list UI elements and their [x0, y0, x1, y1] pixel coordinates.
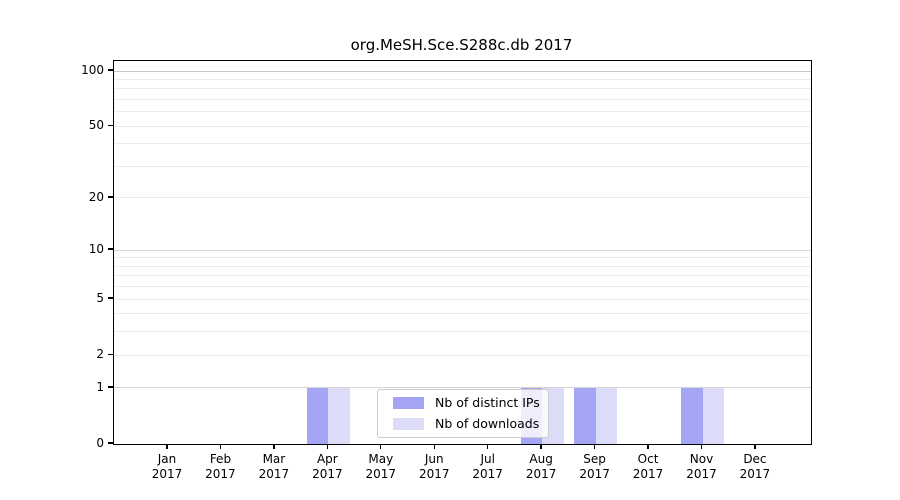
x-tick-label: Aug 2017 — [525, 452, 557, 481]
x-tick-mark — [326, 444, 329, 449]
gridline-major — [114, 387, 811, 389]
gridline-major — [114, 70, 811, 72]
x-tick-mark — [754, 444, 756, 449]
x-tick-mark — [540, 444, 542, 449]
x-tick-mark — [380, 444, 382, 449]
y-tick-label: 2 — [96, 347, 104, 362]
legend-item-downloads: Nb of downloads — [393, 416, 540, 432]
gridline-minor — [114, 275, 811, 277]
x-tick-label: Oct 2017 — [632, 452, 664, 481]
gridline-minor — [114, 298, 811, 300]
legend-item-distinct-ips: Nb of distinct IPs — [393, 395, 540, 411]
x-tick-label: Sep 2017 — [579, 452, 610, 481]
gridline-minor — [114, 286, 811, 288]
bar-downloads — [595, 387, 618, 444]
x-tick-label: Apr 2017 — [312, 452, 343, 481]
bar-distinct-ips — [681, 387, 703, 444]
x-tick-mark — [487, 444, 489, 449]
plot-area — [113, 60, 812, 445]
y-tick-label: 20 — [88, 189, 104, 204]
gridline-minor — [114, 197, 811, 199]
x-tick-label: Jul 2017 — [472, 452, 503, 481]
y-tick-label: 5 — [96, 291, 104, 306]
x-tick-label: Jan 2017 — [151, 452, 183, 481]
y-tick-label: 10 — [88, 242, 104, 257]
y-tick-label: 50 — [88, 118, 104, 133]
x-tick-mark — [273, 444, 275, 449]
legend-swatch-distinct-ips — [393, 397, 424, 409]
x-tick-label: Dec 2017 — [739, 452, 771, 481]
y-tick-label: 1 — [96, 379, 104, 394]
bar-downloads — [702, 387, 724, 444]
y-tick-mark — [108, 386, 113, 388]
y-tick-mark — [108, 196, 113, 198]
x-tick-mark — [166, 444, 168, 449]
gridline-minor — [114, 265, 811, 267]
gridline-minor — [114, 313, 811, 315]
x-tick-mark — [593, 444, 596, 449]
y-tick-mark — [108, 297, 113, 299]
gridline-minor — [114, 125, 811, 127]
gridline-minor — [114, 165, 811, 167]
gridline-minor — [114, 111, 811, 113]
y-tick-mark — [108, 69, 113, 71]
bar-downloads — [328, 387, 350, 444]
x-tick-mark — [219, 444, 222, 449]
x-tick-label: Mar 2017 — [258, 452, 290, 481]
y-tick-label: 0 — [96, 436, 104, 450]
legend-swatch-downloads — [393, 418, 424, 430]
y-tick-mark — [108, 442, 113, 444]
x-tick-mark — [647, 444, 649, 449]
gridline-minor — [114, 331, 811, 333]
legend-label-downloads: Nb of downloads — [435, 416, 540, 431]
chart-title: org.MeSH.Sce.S288c.db 2017 — [350, 36, 573, 54]
x-tick-label: Feb 2017 — [205, 452, 236, 481]
gridline-minor — [114, 143, 811, 145]
y-tick-mark — [108, 124, 113, 126]
x-tick-label: Jun 2017 — [418, 452, 450, 481]
gridline-minor — [114, 354, 811, 356]
y-tick-mark — [108, 353, 113, 355]
x-tick-label: May 2017 — [365, 452, 397, 481]
gridline-minor — [114, 88, 811, 90]
x-tick-mark — [700, 444, 703, 449]
y-tick-mark — [108, 248, 113, 250]
gridline-minor — [114, 257, 811, 259]
gridline-minor — [114, 98, 811, 100]
bar-distinct-ips — [306, 387, 329, 444]
gridline-minor — [114, 78, 811, 80]
bar-distinct-ips — [574, 387, 596, 444]
legend: Nb of distinct IPs Nb of downloads — [377, 389, 549, 438]
x-tick-mark — [433, 444, 435, 449]
gridline-major — [114, 249, 811, 251]
y-tick-label: 100 — [81, 63, 104, 77]
legend-label-distinct-ips: Nb of distinct IPs — [435, 395, 540, 410]
x-tick-label: Nov 2017 — [686, 452, 717, 481]
